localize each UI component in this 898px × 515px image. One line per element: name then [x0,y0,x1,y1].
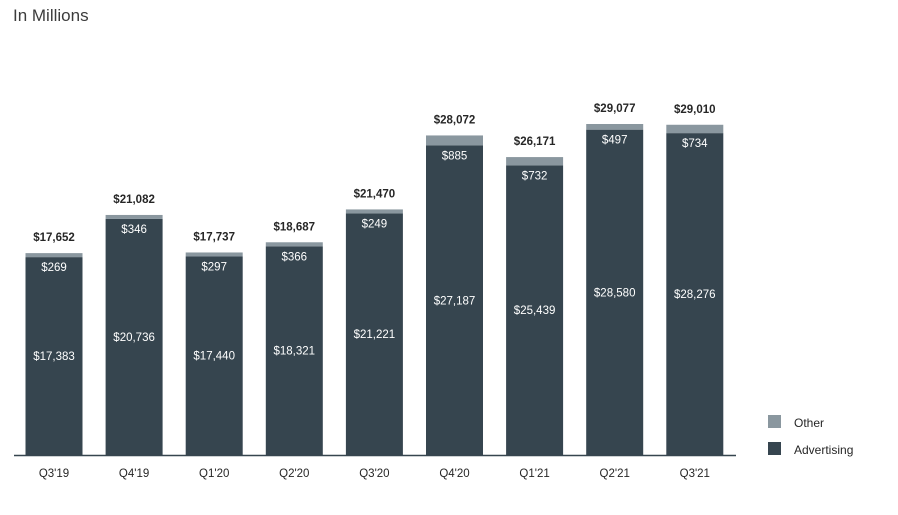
total-label: $29,010 [674,104,716,116]
x-tick-label: Q3'19 [39,468,69,480]
bar-group: $26,171 $732 $25,439 [506,136,564,455]
legend-item-other: Other [768,415,824,430]
advertising-bar [265,246,323,455]
x-tick-label: Q4'19 [119,468,149,480]
advertising-bar [25,257,83,455]
x-tick-labels: Q3'19 Q4'19 Q1'20 Q2'20 Q3'20 Q4'20 Q1'21 Q2'21… [39,468,710,480]
advertising-value-label: $28,276 [674,289,716,301]
other-value-label: $297 [201,261,227,273]
bar-group: $29,010 $734 $28,276 [666,104,724,456]
other-bar [586,124,644,130]
advertising-bar [105,218,163,455]
other-bar [666,124,724,134]
other-value-label: $366 [282,251,308,263]
bar-group: $18,687 $366 $18,321 [265,221,323,455]
bar-group: $17,652 $269 $17,383 [25,232,83,455]
x-tick-label: Q2'21 [600,468,630,480]
advertising-value-label: $20,736 [113,332,155,344]
bars-layer: $17,652 $269 $17,383 $21,082 $346 $20,736 $17,… [25,103,724,456]
x-tick-label: Q1'20 [199,468,229,480]
advertising-bar [345,213,403,455]
other-value-label: $249 [362,218,388,230]
other-value-label: $732 [522,170,548,182]
advertising-value-label: $17,383 [33,351,75,363]
legend-swatch-other [768,415,781,428]
legend-swatch-advertising [768,442,781,455]
advertising-bar [666,133,724,456]
other-bar [345,209,403,214]
advertising-bar [506,165,564,455]
other-bar [185,252,243,257]
advertising-value-label: $17,440 [193,351,235,363]
total-label: $17,737 [193,231,235,243]
advertising-value-label: $27,187 [434,295,476,307]
advertising-value-label: $18,321 [274,346,316,358]
advertising-bar [185,256,243,455]
total-label: $21,470 [354,188,396,200]
bar-group: $21,082 $346 $20,736 [105,194,163,455]
x-tick-label: Q3'20 [359,468,389,480]
bar-group: $29,077 $497 $28,580 [586,103,644,455]
advertising-value-label: $25,439 [514,305,556,317]
x-tick-label: Q2'20 [279,468,309,480]
other-bar [25,253,83,258]
x-tick-label: Q3'21 [680,468,710,480]
advertising-value-label: $21,221 [354,329,396,341]
other-value-label: $497 [602,135,628,147]
total-label: $29,077 [594,103,636,115]
advertising-bar [586,129,644,455]
total-label: $17,652 [33,232,75,244]
total-label: $21,082 [113,194,155,206]
other-bar [105,214,163,219]
other-bar [265,242,323,247]
legend-label-other: Other [794,416,824,430]
other-value-label: $346 [121,224,147,236]
legend: Other Advertising [768,415,853,457]
other-bar [506,157,564,166]
bar-group: $28,072 $885 $27,187 [426,114,483,455]
bar-group: $17,737 $297 $17,440 [185,231,243,455]
x-tick-label: Q4'20 [439,468,469,480]
advertising-bar [426,145,483,455]
advertising-value-label: $28,580 [594,287,636,299]
other-bar [426,135,483,146]
chart-title: In Millions [13,6,89,25]
total-label: $28,072 [434,114,476,126]
other-value-label: $734 [682,138,708,150]
bar-group: $21,470 $249 $21,221 [345,188,403,455]
legend-label-advertising: Advertising [794,443,853,457]
other-value-label: $885 [442,151,468,163]
other-value-label: $269 [41,262,67,274]
legend-item-advertising: Advertising [768,442,853,457]
total-label: $26,171 [514,136,556,148]
total-label: $18,687 [274,221,316,233]
x-tick-label: Q1'21 [519,468,549,480]
